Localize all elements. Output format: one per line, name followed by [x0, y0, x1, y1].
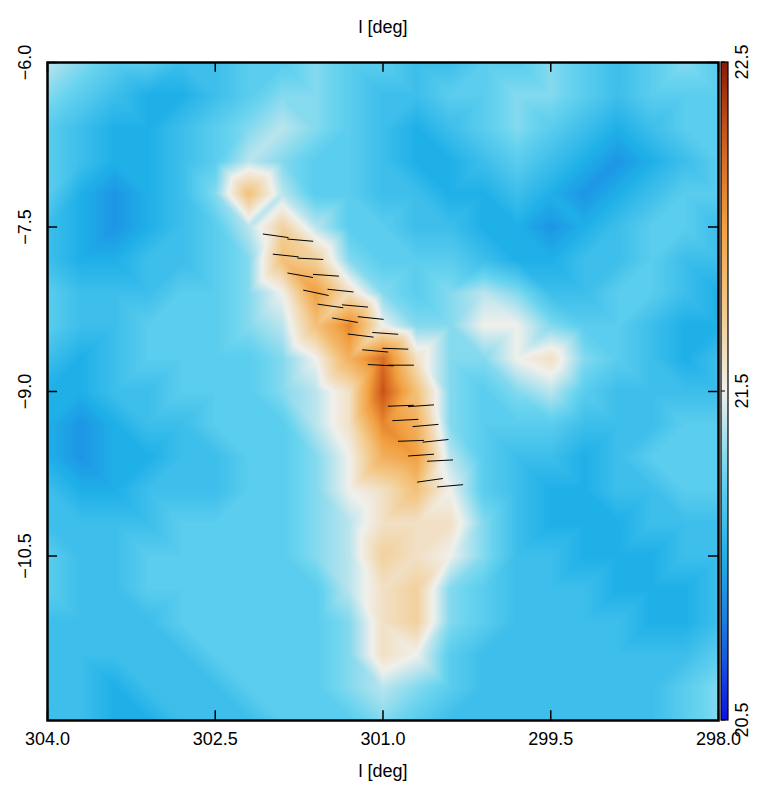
svg-text:−10.5: −10.5 [15, 533, 35, 579]
svg-text:20.5: 20.5 [732, 702, 752, 737]
svg-text:21.5: 21.5 [732, 373, 752, 408]
svg-text:22.5: 22.5 [732, 44, 752, 79]
svg-text:−6.0: −6.0 [15, 45, 35, 81]
svg-text:301.0: 301.0 [360, 729, 405, 749]
svg-text:−7.5: −7.5 [15, 209, 35, 245]
svg-text:304.0: 304.0 [25, 729, 70, 749]
svg-text:298.0: 298.0 [696, 729, 741, 750]
svg-text:299.5: 299.5 [528, 729, 573, 749]
svg-text:l [deg]: l [deg] [358, 17, 407, 37]
svg-text:302.5: 302.5 [193, 729, 238, 749]
svg-text:−9.0: −9.0 [15, 374, 35, 410]
svg-text:l [deg]: l [deg] [358, 761, 407, 781]
